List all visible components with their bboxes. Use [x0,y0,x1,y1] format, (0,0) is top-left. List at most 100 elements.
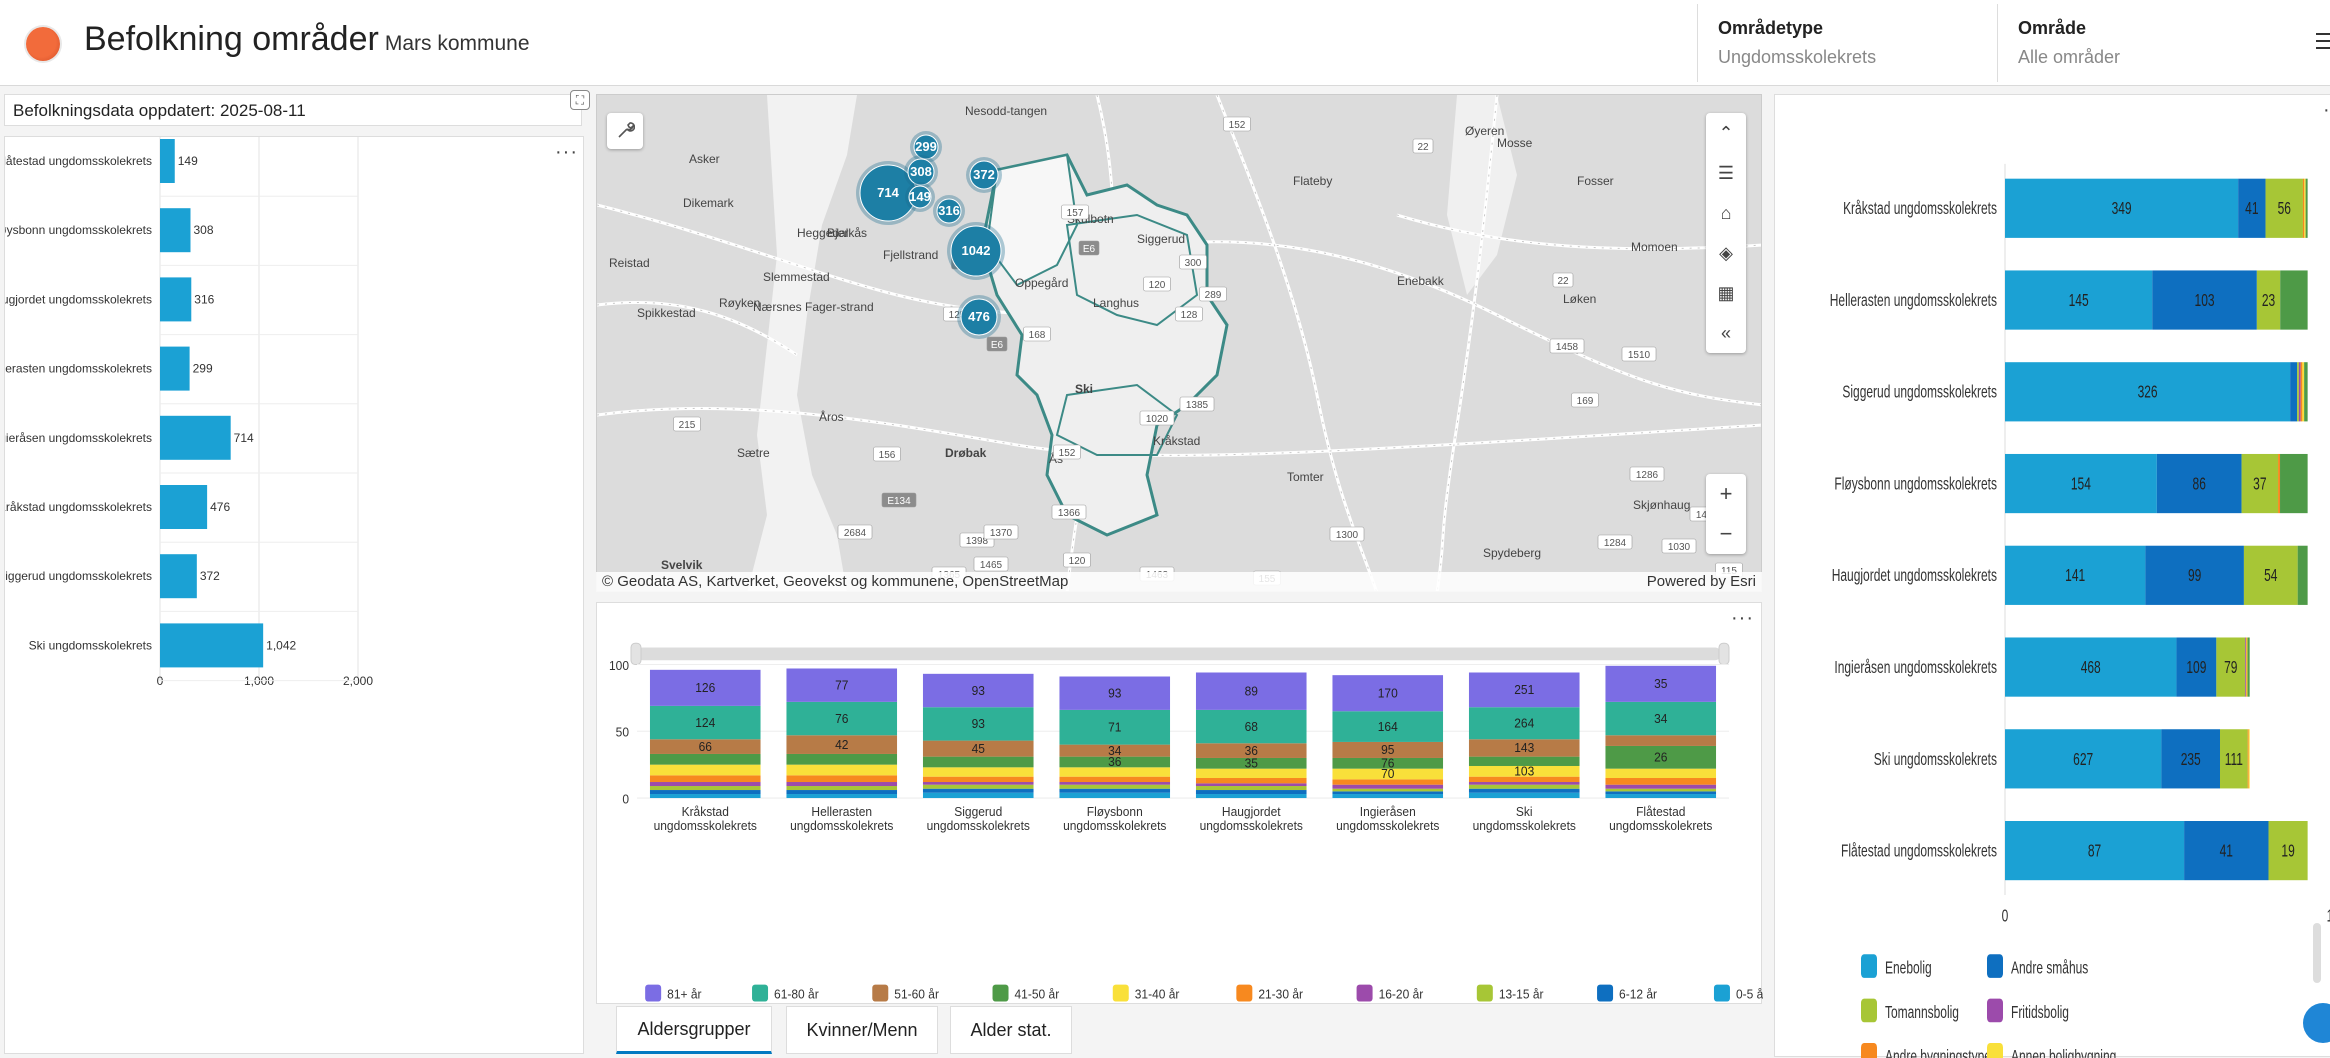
stack-segment [2245,637,2247,697]
bar-value-label: 149 [178,154,198,168]
segment-value-label: 36 [1245,744,1258,758]
segment-value-label: 93 [972,683,985,697]
layers-icon[interactable]: ◈ [1719,242,1733,263]
y-tick-label: 50 [616,725,629,739]
road-shield [1412,138,1434,154]
stack-segment [2005,270,2153,330]
hamburger-menu-icon[interactable] [2314,26,2330,56]
road-shield [1139,410,1175,426]
stack-segment [922,673,1034,708]
tab-gender[interactable]: Kvinner/Menn [786,1006,938,1054]
legend-label: 21-30 år [1258,987,1303,1001]
stack-segment [2297,362,2299,422]
legend-scrollbar[interactable] [2313,923,2321,983]
segment-value-label: 93 [972,717,985,731]
segment-value-label: 79 [2224,658,2237,678]
bar-value-label: 476 [210,500,230,514]
zoom-out-button[interactable]: − [1719,521,1733,546]
stack-segment [1059,709,1171,745]
stack-segment [2005,729,2162,789]
legend-swatch [1597,984,1614,1002]
road-shield-label: 1385 [1186,400,1209,411]
place-label: Nærsnes [753,300,802,314]
place-label: Kråkstad [1153,434,1200,448]
legend-swatch [1476,984,1493,1002]
qr-icon[interactable]: ▦ [1717,282,1735,303]
road-shield-label: 22 [1417,142,1429,153]
segment-value-label: 95 [1381,743,1394,757]
stack-segment [1195,786,1307,791]
segment-value-label: 77 [835,678,848,692]
stack-segment [649,775,761,783]
road-detail [1436,95,1498,591]
zoom-in-button[interactable]: + [1719,481,1733,506]
category-label: Fløysbonn ungdomsskolekrets [5,223,152,237]
legend-swatch [1987,998,2003,1023]
home-icon[interactable]: ⌂ [1720,202,1732,223]
stack-segment [1059,744,1171,757]
segment-value-label: 154 [2071,474,2091,494]
bar-value-label: 372 [200,569,220,583]
bar [160,554,197,599]
segment-value-label: 627 [2073,750,2093,770]
map-view[interactable]: Nesodd-tangen Asker Dikemark Heggedal Bjerkå… [596,94,1762,592]
filter-area[interactable]: Område Alle områder [1997,4,2297,82]
collapse-up-icon[interactable]: ⌃ [1718,122,1734,143]
wrench-icon[interactable] [607,113,643,149]
x-tick-label: 1 [2327,906,2330,926]
tab-age-stats[interactable]: Alder stat. [950,1006,1072,1054]
filter-area-type[interactable]: Områdetype Ungdomsskolekrets [1697,4,1997,82]
stack-segment [2290,362,2298,422]
map-canvas[interactable]: Nesodd-tangen Asker Dikemark HeggedalBjerkå… [597,95,1762,592]
stack-segment [922,792,1034,799]
district-boundary [1055,383,1179,456]
road-shield [1571,392,1599,408]
road-shield-label: 1300 [1336,530,1359,541]
road-shield-label: 1370 [990,528,1013,539]
bar-value-label: 308 [193,223,213,237]
fullscreen-icon[interactable]: ⛶ [570,90,590,110]
cluster-count: 149 [909,189,931,204]
category-label: Kråkstad ungdomsskolekrets [5,500,152,514]
bar [160,277,192,322]
stack-segment [1059,788,1171,793]
legend-label: 51-60 år [894,987,939,1001]
category-label: Siggerud ungdomsskolekrets [1842,382,1997,402]
road-shield [1051,504,1087,520]
stack-segment [649,705,761,740]
road-shield [1053,444,1081,460]
more-options-icon[interactable]: · [2323,99,2330,121]
legend-list-icon[interactable]: ☰ [1717,162,1735,183]
filter-area-type-value[interactable]: Ungdomsskolekrets [1718,47,1877,67]
stack-segment [2265,178,2303,238]
category-label: ungdomsskolekrets [927,819,1030,833]
housing-type-panel: · 0 1 Kråkstad ungdomsskolekrets 349 41 56 Hel… [1774,94,2330,1058]
category-label: Ski [1516,805,1533,819]
legend-swatch [1987,954,2003,978]
collapse-left-icon[interactable]: « [1720,322,1731,343]
legend-label: 81+ år [667,987,701,1001]
legend-label: Annen boligbygning [2011,1047,2116,1058]
app-title-text: Befolkning områder [84,20,379,58]
category-label: ungdomsskolekrets [1200,819,1303,833]
tab-age-groups[interactable]: Aldersgrupper [616,1006,772,1054]
segment-value-label: 71 [1108,720,1121,734]
stack-segment [1468,739,1580,757]
cluster-marker [960,298,998,336]
segment-value-label: 143 [1514,741,1534,755]
place-label: Dikemark [683,196,735,210]
place-label: Oppegård [1015,276,1068,290]
segment-value-label: 99 [2188,566,2201,586]
powered-by-esri[interactable]: Powered by Esri [1646,573,1756,590]
stack-segment [1605,701,1717,736]
cluster-marker [907,158,935,186]
stack-segment [2247,729,2249,789]
stack-segment [1468,707,1580,740]
refresh-button[interactable] [2303,1003,2330,1043]
stack-segment [2184,821,2269,881]
road-shield-label: 1510 [1628,350,1651,361]
legend-label: 6-12 år [1619,987,1657,1001]
stack-segment [2005,821,2185,881]
filter-area-value[interactable]: Alle områder [2018,47,2121,67]
